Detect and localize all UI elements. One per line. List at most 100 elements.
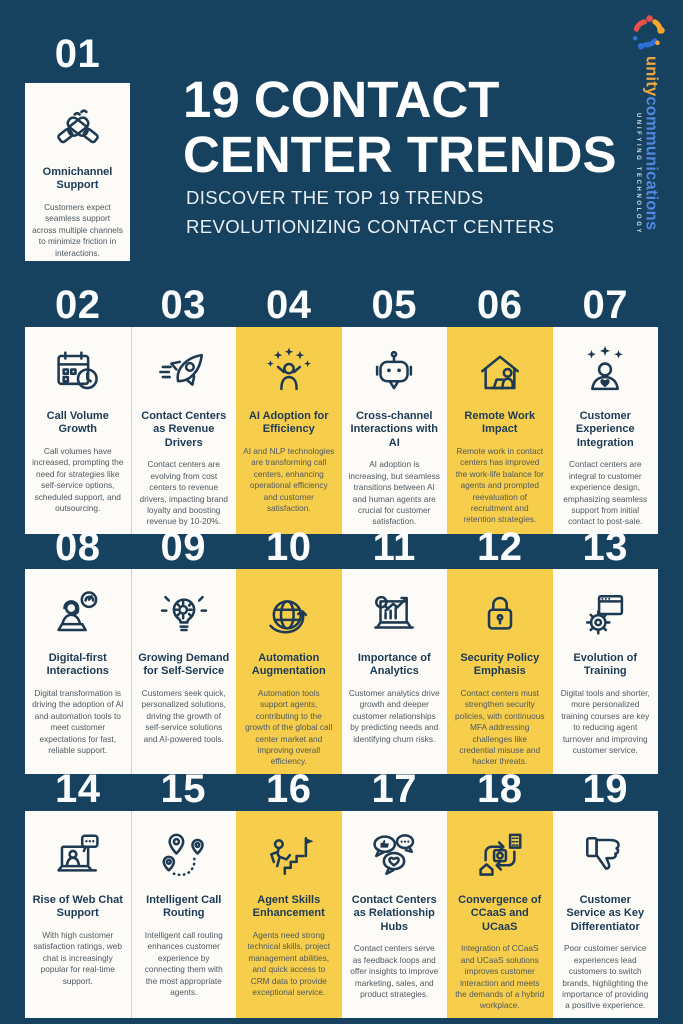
subtitle-line-2: REVOLUTIONIZING CONTACT CENTERS [186, 215, 555, 237]
padlock-icon [473, 585, 527, 643]
logo-tagline: UNIFYING TECHNOLOGY [634, 113, 641, 236]
trend-card: Digital-first Interactions Digital transf… [25, 569, 131, 774]
trend-number: 07 [582, 283, 628, 327]
trend-card: Intelligent Call Routing Intelligent call… [130, 811, 236, 1018]
trend-number: 11 [372, 525, 416, 569]
trend-title: Contact Centers as Revenue Drivers [141, 410, 227, 449]
support-agent-chat-icon [51, 585, 105, 643]
trend-title: Security Policy Emphasis [460, 652, 540, 678]
unity-communications-logo: unitycommunications UNIFYING TECHNOLOGY [619, 12, 675, 235]
cheering-person-stars-icon [262, 343, 316, 401]
trend-number-row: 14 15 16 17 18 19 [25, 767, 658, 811]
logo-brand-unity: unity [642, 56, 661, 97]
trend-description: Contact centers are evolving from cost c… [139, 459, 229, 527]
trend-card: Growing Demand for Self-Service Customers… [130, 569, 236, 774]
trend-description: Customers seek quick, personalized solut… [141, 687, 226, 744]
trend-title: AI Adoption for Efficiency [248, 410, 329, 436]
logo-brand-communications: communications [642, 96, 661, 231]
trend-number-row: 08 09 10 11 12 13 [25, 525, 658, 569]
trend-grid: 02 03 04 05 06 07 Call Volume Growth Call volum… [25, 283, 658, 1018]
trend-title: Intelligent Call Routing [146, 894, 222, 920]
header: 01 Omnichannel Support Customers expect … [0, 0, 683, 282]
trend-description: Agents need strong technical skills, pro… [247, 929, 331, 997]
map-route-pins-icon [157, 827, 211, 885]
remote-work-house-icon [473, 343, 527, 401]
subtitle-line-1: DISCOVER THE TOP 19 TRENDS [186, 187, 484, 208]
trend-card: Evolution of Training Digital tools and s… [552, 569, 658, 774]
trend-number: 15 [160, 767, 206, 811]
trend-title: Call Volume Growth [46, 410, 109, 436]
logo-vertical-text: unitycommunications UNIFYING TECHNOLOGY [634, 56, 661, 236]
title-line-1: 19 CONTACT [183, 71, 500, 128]
trend-number: 19 [582, 767, 628, 811]
trend-description: Intelligent call routing enhances custom… [144, 929, 223, 997]
trend-number: 18 [477, 767, 523, 811]
trend-card: Security Policy Emphasis Contact centers … [447, 569, 553, 774]
laptop-chat-icon [51, 827, 105, 885]
trend-card: Customer Experience Integration Contact c… [552, 327, 658, 534]
title-line-2: CENTER TRENDS [183, 126, 617, 184]
trend-title: Contact Centers as Relationship Hubs [351, 894, 437, 933]
trend-title: Importance of Analytics [357, 652, 431, 678]
trend-description: Automation tools support agents, contrib… [245, 687, 333, 767]
trend-card: Convergence of CCaaS and UCaaS Integratio… [447, 811, 553, 1018]
trend-card: Contact Centers as Relationship Hubs Cont… [341, 811, 447, 1018]
trend-card: Cross-channel Interactions with AI AI ado… [341, 327, 447, 534]
trend-number: 01 [54, 32, 101, 76]
trend-title: Customer Service as Key Differentiator [566, 894, 645, 933]
trend-description: Contact centers are integral to customer… [563, 459, 648, 527]
thumbs-down-icon [578, 827, 632, 885]
trend-number: 13 [582, 525, 628, 569]
trend-title: Cross-channel Interactions with AI [350, 410, 438, 449]
gear-window-icon [578, 585, 632, 643]
page-subtitle: DISCOVER THE TOP 19 TRENDS REVOLUTIONIZIN… [186, 184, 554, 241]
trend-number: 17 [371, 767, 417, 811]
globe-growth-arrow-icon [262, 585, 316, 643]
trend-01-block: 01 Omnichannel Support Customers expect … [25, 34, 130, 261]
trend-description: Customers expect seamless support across… [32, 201, 123, 258]
clasped-hands-icon [51, 99, 105, 157]
sync-arrows-gear-icon [473, 827, 527, 885]
trend-description: Integration of CCaaS and UCaaS solutions… [455, 943, 545, 1011]
trend-description: Digital tools and shorter, more personal… [560, 687, 650, 755]
trend-card: Rise of Web Chat Support With high custom… [25, 811, 131, 1018]
customer-stars-heart-icon [578, 343, 632, 401]
unity-communications-logo-icon [632, 15, 665, 50]
trend-description: Customer analytics drive growth and deep… [348, 687, 440, 744]
trend-card-row: Digital-first Interactions Digital transf… [25, 569, 658, 774]
trend-card: Omnichannel Support Customers expect sea… [25, 83, 130, 261]
calendar-clock-icon [51, 343, 105, 401]
trend-title: Automation Augmentation [251, 652, 326, 678]
trend-description: With high customer satisfaction ratings,… [33, 929, 123, 986]
logo-brand: unitycommunications [642, 56, 661, 235]
climb-flag-icon [262, 827, 316, 885]
trend-number-row: 02 03 04 05 06 07 [25, 283, 658, 327]
trend-title: Growing Demand for Self-Service [138, 652, 230, 678]
trend-number: 09 [160, 525, 206, 569]
trend-number: 16 [266, 767, 312, 811]
page-title: 19 CONTACT CENTER TRENDS [183, 72, 617, 182]
trend-title: Remote Work Impact [464, 410, 536, 436]
trend-number: 10 [266, 525, 312, 569]
trend-title: Agent Skills Enhancement [252, 894, 325, 920]
trend-card: Customer Service as Key Differentiator Po… [552, 811, 658, 1018]
trend-card: Automation Augmentation Automation tools … [236, 569, 342, 774]
trend-card: AI Adoption for Efficiency AI and NLP tec… [236, 327, 342, 534]
trend-number: 12 [477, 525, 523, 569]
analytics-laptop-icon [367, 585, 421, 643]
trend-title: Convergence of CCaaS and UCaaS [458, 894, 542, 933]
trend-description: Poor customer service experiences lead c… [562, 943, 649, 1011]
trend-card: Call Volume Growth Call volumes have incr… [25, 327, 131, 534]
feedback-bubbles-icon [367, 827, 421, 885]
trend-card: Contact Centers as Revenue Drivers Contac… [130, 327, 236, 534]
trend-title: Digital-first Interactions [46, 652, 109, 678]
trend-description: Contact centers serve as feedback loops … [350, 943, 439, 999]
trend-card-row: Rise of Web Chat Support With high custom… [25, 811, 658, 1018]
trend-description: Contact centers must strengthen security… [455, 687, 545, 767]
trend-description: Remote work in contact centers has impro… [455, 445, 544, 525]
trend-number: 14 [55, 767, 101, 811]
trend-title: Evolution of Training [573, 652, 638, 678]
trend-title: Rise of Web Chat Support [32, 894, 123, 920]
trend-description: Call volumes have increased, prompting t… [32, 445, 124, 513]
trend-card: Remote Work Impact Remote work in contact… [447, 327, 553, 534]
